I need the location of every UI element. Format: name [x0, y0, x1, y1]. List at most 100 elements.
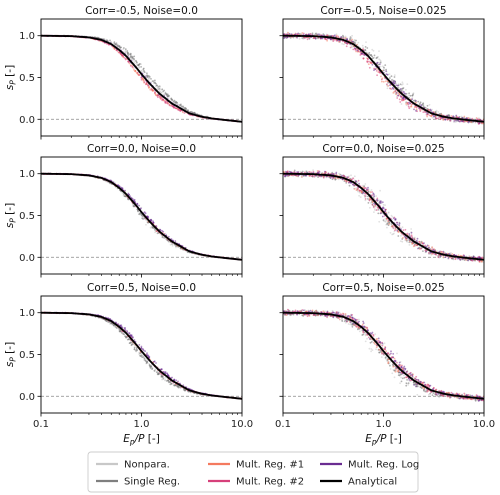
- data-point: [330, 34, 333, 37]
- data-point: [481, 256, 484, 259]
- data-point: [381, 80, 383, 83]
- data-point: [143, 81, 146, 83]
- data-point: [174, 101, 177, 103]
- data-point: [364, 195, 367, 198]
- data-point: [295, 33, 297, 36]
- data-point: [154, 94, 157, 96]
- data-point: [147, 215, 150, 218]
- data-point: [385, 68, 387, 71]
- data-point: [406, 83, 409, 85]
- data-point: [137, 210, 140, 212]
- data-point: [331, 171, 334, 174]
- data-point: [339, 173, 342, 176]
- data-point: [372, 57, 375, 59]
- data-point: [143, 70, 145, 72]
- data-point: [442, 256, 445, 258]
- data-point: [450, 115, 453, 117]
- data-point: [314, 37, 317, 40]
- data-point: [356, 181, 359, 184]
- data-point: [286, 33, 288, 36]
- data-point: [162, 98, 164, 101]
- data-point: [380, 75, 382, 78]
- data-point: [116, 44, 118, 46]
- data-point: [437, 117, 440, 120]
- series-analytical-line: [41, 172, 242, 261]
- data-point: [405, 238, 408, 241]
- data-point: [369, 61, 372, 63]
- data-point: [397, 87, 400, 89]
- data-point: [444, 118, 447, 121]
- data-point: [325, 38, 328, 41]
- data-point: [375, 209, 378, 212]
- data-point: [366, 47, 369, 49]
- data-point: [171, 243, 174, 245]
- data-point: [393, 82, 396, 85]
- data-point: [362, 191, 365, 194]
- data-point: [326, 39, 328, 42]
- data-point: [311, 32, 314, 35]
- data-point: [341, 174, 343, 177]
- data-point: [326, 34, 329, 37]
- data-point: [305, 170, 308, 173]
- data-point: [390, 88, 393, 90]
- data-point: [409, 240, 411, 243]
- series-mult-reg-1: [41, 172, 242, 261]
- data-point: [415, 101, 418, 104]
- data-point: [312, 169, 314, 172]
- data-point: [308, 37, 311, 40]
- y-tick-label: 0.5: [19, 211, 35, 222]
- data-point: [388, 73, 391, 76]
- data-point: [341, 43, 344, 45]
- data-point: [154, 231, 157, 234]
- data-point: [123, 47, 125, 49]
- data-point: [389, 231, 392, 234]
- data-point: [449, 118, 452, 121]
- data-point: [131, 56, 134, 59]
- data-point: [344, 35, 347, 38]
- data-point: [476, 118, 479, 120]
- data-point: [140, 66, 143, 68]
- data-point: [135, 71, 138, 74]
- data-point: [345, 180, 348, 183]
- data-point: [129, 52, 132, 55]
- data-point: [450, 257, 453, 259]
- data-point: [397, 235, 400, 237]
- data-point: [287, 31, 289, 34]
- y-tick-label: 1.0: [19, 169, 35, 180]
- data-point: [180, 103, 182, 106]
- data-point: [434, 110, 437, 113]
- data-point: [335, 171, 338, 174]
- data-point: [133, 58, 136, 61]
- data-point: [355, 39, 357, 42]
- data-point: [454, 121, 457, 123]
- data-point: [388, 223, 390, 225]
- data-point: [368, 60, 370, 63]
- data-point: [431, 246, 434, 249]
- data-point: [353, 175, 356, 178]
- data-point: [353, 188, 356, 190]
- data-point: [369, 206, 371, 209]
- data-point: [418, 102, 421, 105]
- data-point: [149, 226, 152, 229]
- data-point: [376, 67, 378, 70]
- plot-area: [283, 169, 484, 263]
- data-point: [357, 41, 360, 44]
- data-point: [385, 70, 387, 72]
- data-point: [390, 75, 393, 78]
- data-point: [133, 61, 136, 64]
- series-mult-reg-log: [283, 170, 484, 262]
- data-point: [428, 114, 431, 117]
- data-point: [165, 93, 168, 95]
- data-point: [391, 216, 394, 218]
- data-point: [145, 83, 147, 86]
- data-point: [379, 65, 382, 68]
- data-point: [371, 191, 373, 193]
- data-point: [434, 117, 437, 119]
- data-point: [362, 48, 364, 50]
- data-point: [463, 259, 466, 261]
- y-tick-label: 1.0: [19, 31, 35, 42]
- data-point: [145, 74, 148, 77]
- data-point: [317, 33, 320, 36]
- data-point: [373, 208, 376, 210]
- data-point: [146, 76, 149, 78]
